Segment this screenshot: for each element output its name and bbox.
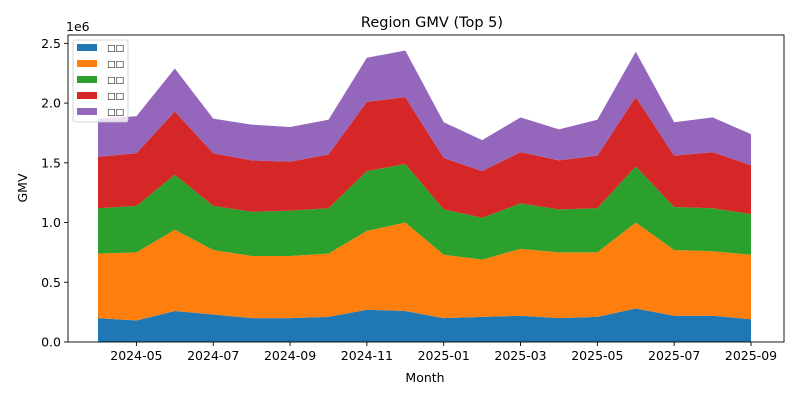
x-tick-label: 2025-09 bbox=[725, 348, 777, 363]
legend-swatch-2 bbox=[77, 60, 97, 67]
chart-title: Region GMV (Top 5) bbox=[361, 15, 503, 31]
area-series-4 bbox=[98, 97, 751, 218]
y-tick-label: 1.5 bbox=[41, 155, 61, 170]
legend-swatch-5 bbox=[77, 108, 97, 115]
y-tick-label: 1.0 bbox=[41, 215, 61, 230]
y-axis-label: GMV bbox=[15, 173, 30, 202]
x-tick-label: 2025-01 bbox=[418, 348, 470, 363]
y-axis-ticks: 0.0 0.5 1.0 1.5 2.0 2.5 bbox=[41, 36, 68, 350]
y-tick-label: 0.5 bbox=[41, 275, 61, 290]
x-tick-label: 2024-09 bbox=[264, 348, 316, 363]
x-tick-label: 2025-07 bbox=[648, 348, 700, 363]
legend-label-2: □□ bbox=[107, 60, 124, 70]
y-tick-label: 0.0 bbox=[41, 335, 61, 350]
legend-label-5: □□ bbox=[107, 108, 124, 118]
y-axis-offset-label: 1e6 bbox=[66, 19, 90, 34]
area-series-5 bbox=[98, 50, 751, 172]
x-axis-ticks: 2024-05 2024-07 2024-09 2024-11 2025-01 2025-… bbox=[110, 342, 777, 363]
x-tick-label: 2025-05 bbox=[571, 348, 623, 363]
legend-label-3: □□ bbox=[107, 76, 124, 86]
area-series-group bbox=[98, 50, 751, 342]
legend: □□ □□ □□ □□ □□ bbox=[72, 39, 129, 123]
area-series-1 bbox=[98, 308, 751, 342]
legend-swatch-3 bbox=[77, 76, 97, 83]
y-tick-label: 2.0 bbox=[41, 96, 61, 111]
legend-swatch-4 bbox=[77, 92, 97, 99]
y-tick-label: 2.5 bbox=[41, 36, 61, 51]
x-axis-label: Month bbox=[405, 370, 444, 385]
area-series-3 bbox=[98, 164, 751, 260]
x-tick-label: 2024-07 bbox=[187, 348, 239, 363]
legend-label-4: □□ bbox=[107, 92, 124, 102]
plot-frame bbox=[67, 34, 785, 343]
legend-swatch-1 bbox=[77, 44, 97, 51]
x-tick-label: 2024-11 bbox=[341, 348, 393, 363]
x-tick-label: 2025-03 bbox=[494, 348, 546, 363]
area-series-2 bbox=[98, 222, 751, 321]
x-tick-label: 2024-05 bbox=[110, 348, 162, 363]
legend-label-1: □□ bbox=[107, 44, 124, 54]
